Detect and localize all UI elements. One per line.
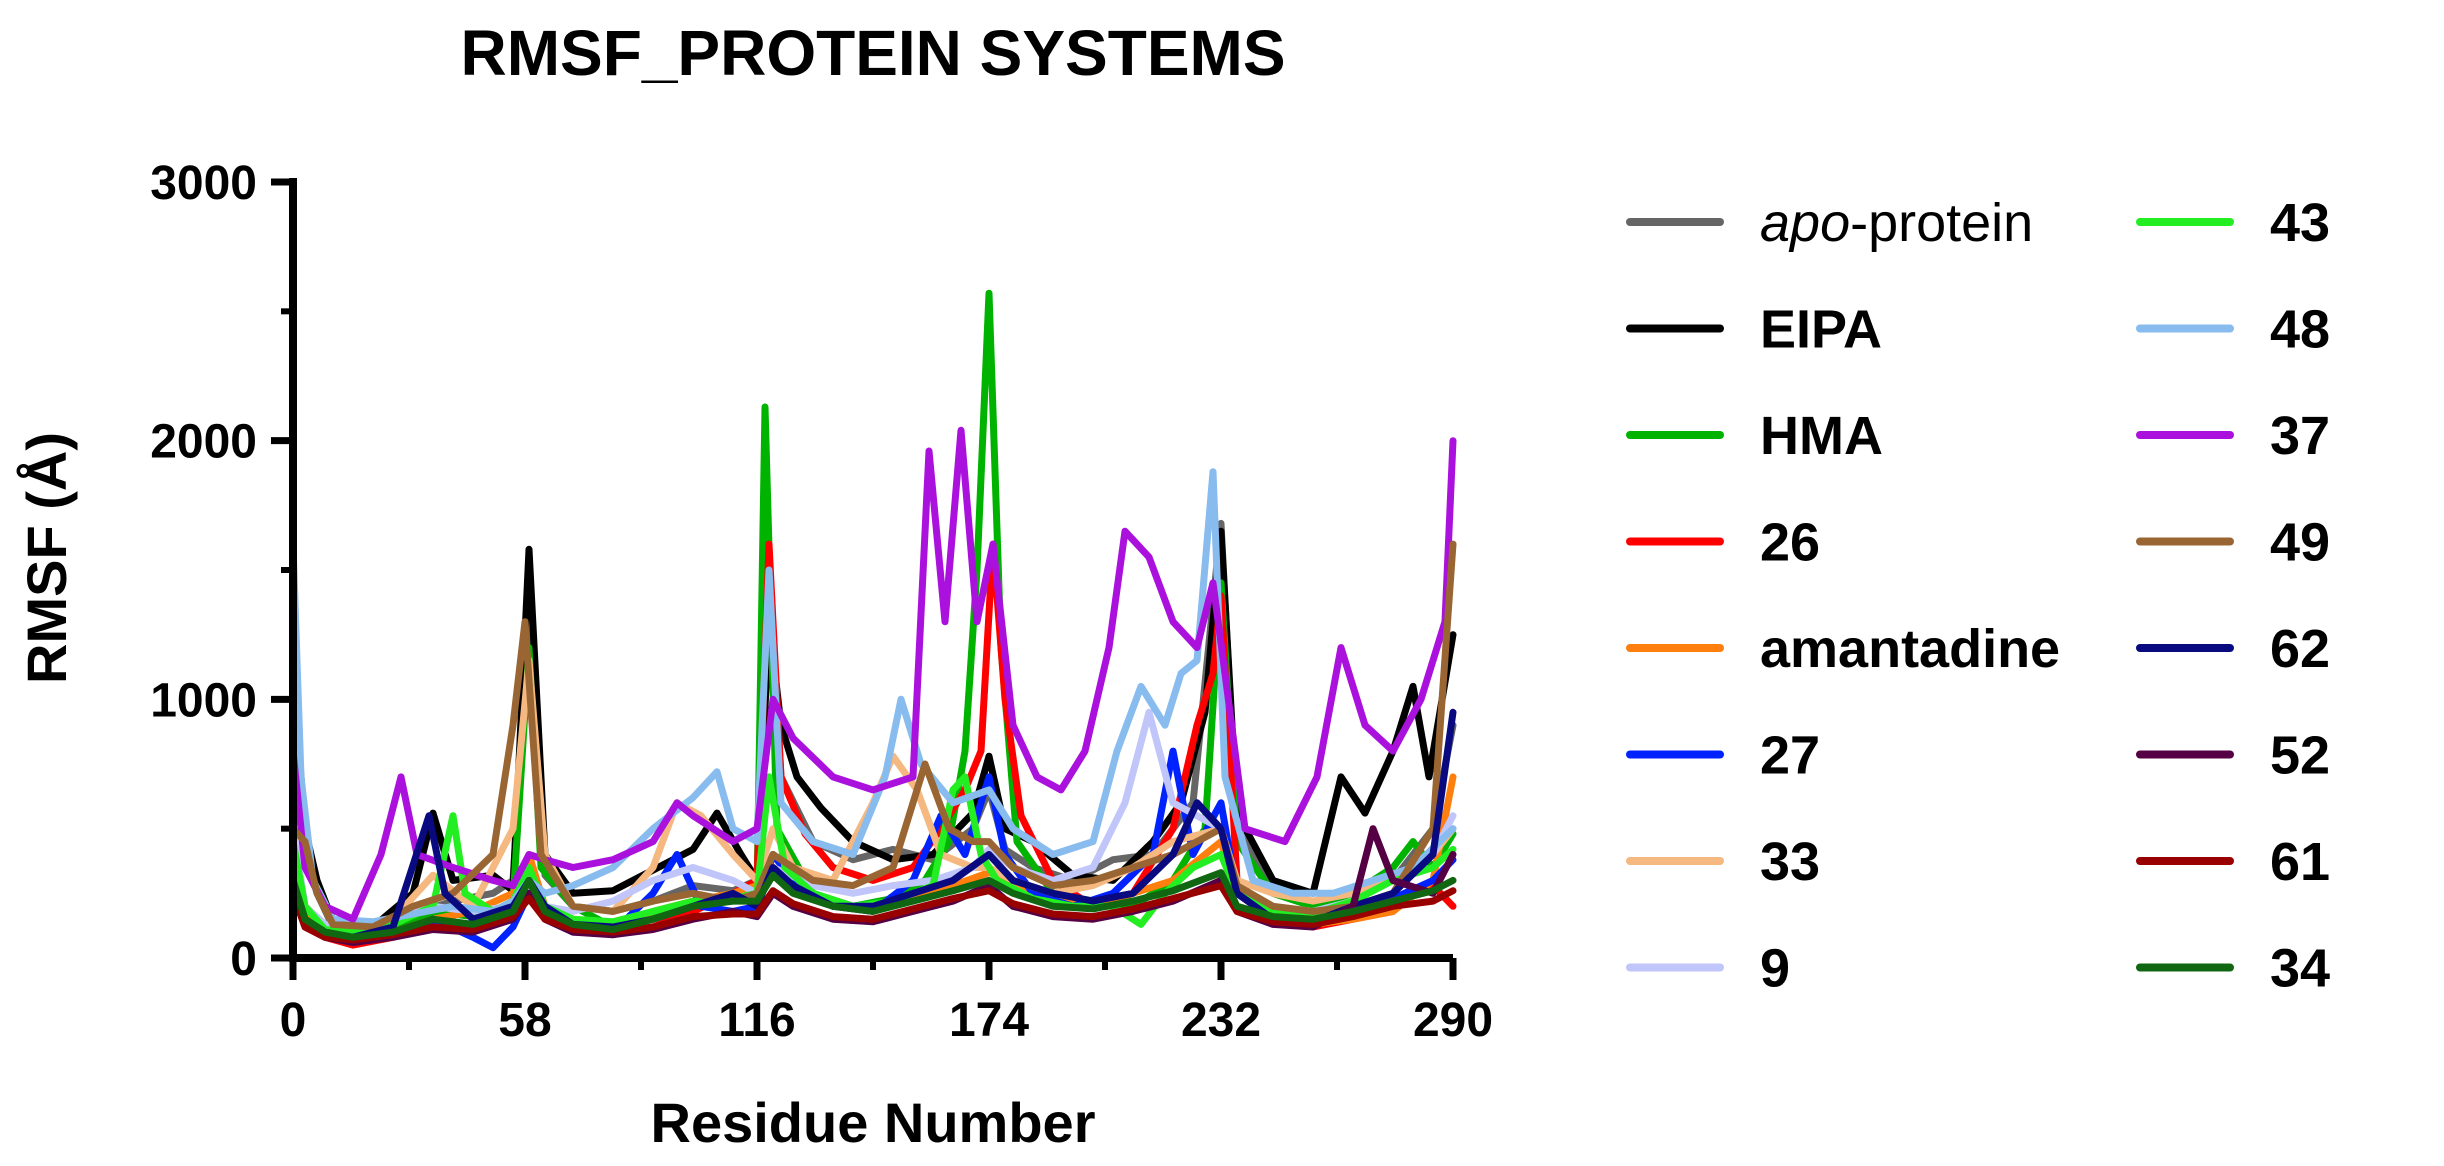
y-axis-title: RMSF (Å) <box>15 432 78 684</box>
legend-label-27: 27 <box>1760 726 1820 786</box>
legend-label-hma: HMA <box>1760 406 1883 466</box>
legend-label-amantadine: amantadine <box>1760 619 2060 679</box>
x-tick-label: 58 <box>498 994 551 1047</box>
legend-label-eipa: EIPA <box>1760 300 1882 360</box>
x-tick-label: 0 <box>280 994 307 1047</box>
legend-label-apo-protein: apo-protein <box>1760 193 2033 253</box>
x-axis-title: Residue Number <box>651 1091 1096 1154</box>
legend-label-43: 43 <box>2270 193 2330 253</box>
series-line-34 <box>289 869 1457 941</box>
x-tick-label: 116 <box>718 994 795 1047</box>
legend-label-26: 26 <box>1760 513 1820 573</box>
legend-label-48: 48 <box>2270 300 2330 360</box>
legend-label-52: 52 <box>2270 726 2330 786</box>
series-layer <box>289 289 1457 952</box>
legend-label-9: 9 <box>1760 939 1790 999</box>
x-tick-label: 232 <box>1181 994 1261 1047</box>
legend-label-61: 61 <box>2270 832 2330 892</box>
x-tick-label: 174 <box>949 994 1029 1047</box>
y-tick-label: 1000 <box>150 674 257 727</box>
series-line-62 <box>289 708 1457 941</box>
legend-label-33: 33 <box>1760 832 1820 892</box>
y-tick-label: 3000 <box>150 157 257 210</box>
axes-layer: 0 1000 2000 3000 0 58 116 174 232 290 <box>150 157 1493 1047</box>
legend: apo-protein EIPA HMA 26 amantadine 27 33 9 43 48 3… <box>1626 193 2330 999</box>
legend-label-34: 34 <box>2270 939 2330 999</box>
legend-label-37: 37 <box>2270 406 2330 466</box>
legend-label-49: 49 <box>2270 513 2330 573</box>
series-line-37 <box>289 426 1457 923</box>
series-line-eipa <box>289 527 1457 931</box>
legend-label-62: 62 <box>2270 619 2330 679</box>
y-tick-label: 2000 <box>150 416 257 469</box>
y-tick-label: 0 <box>230 933 257 986</box>
x-tick-label: 290 <box>1413 994 1493 1047</box>
chart-title: RMSF_PROTEIN SYSTEMS <box>461 17 1286 89</box>
series-line-61 <box>289 882 1457 944</box>
